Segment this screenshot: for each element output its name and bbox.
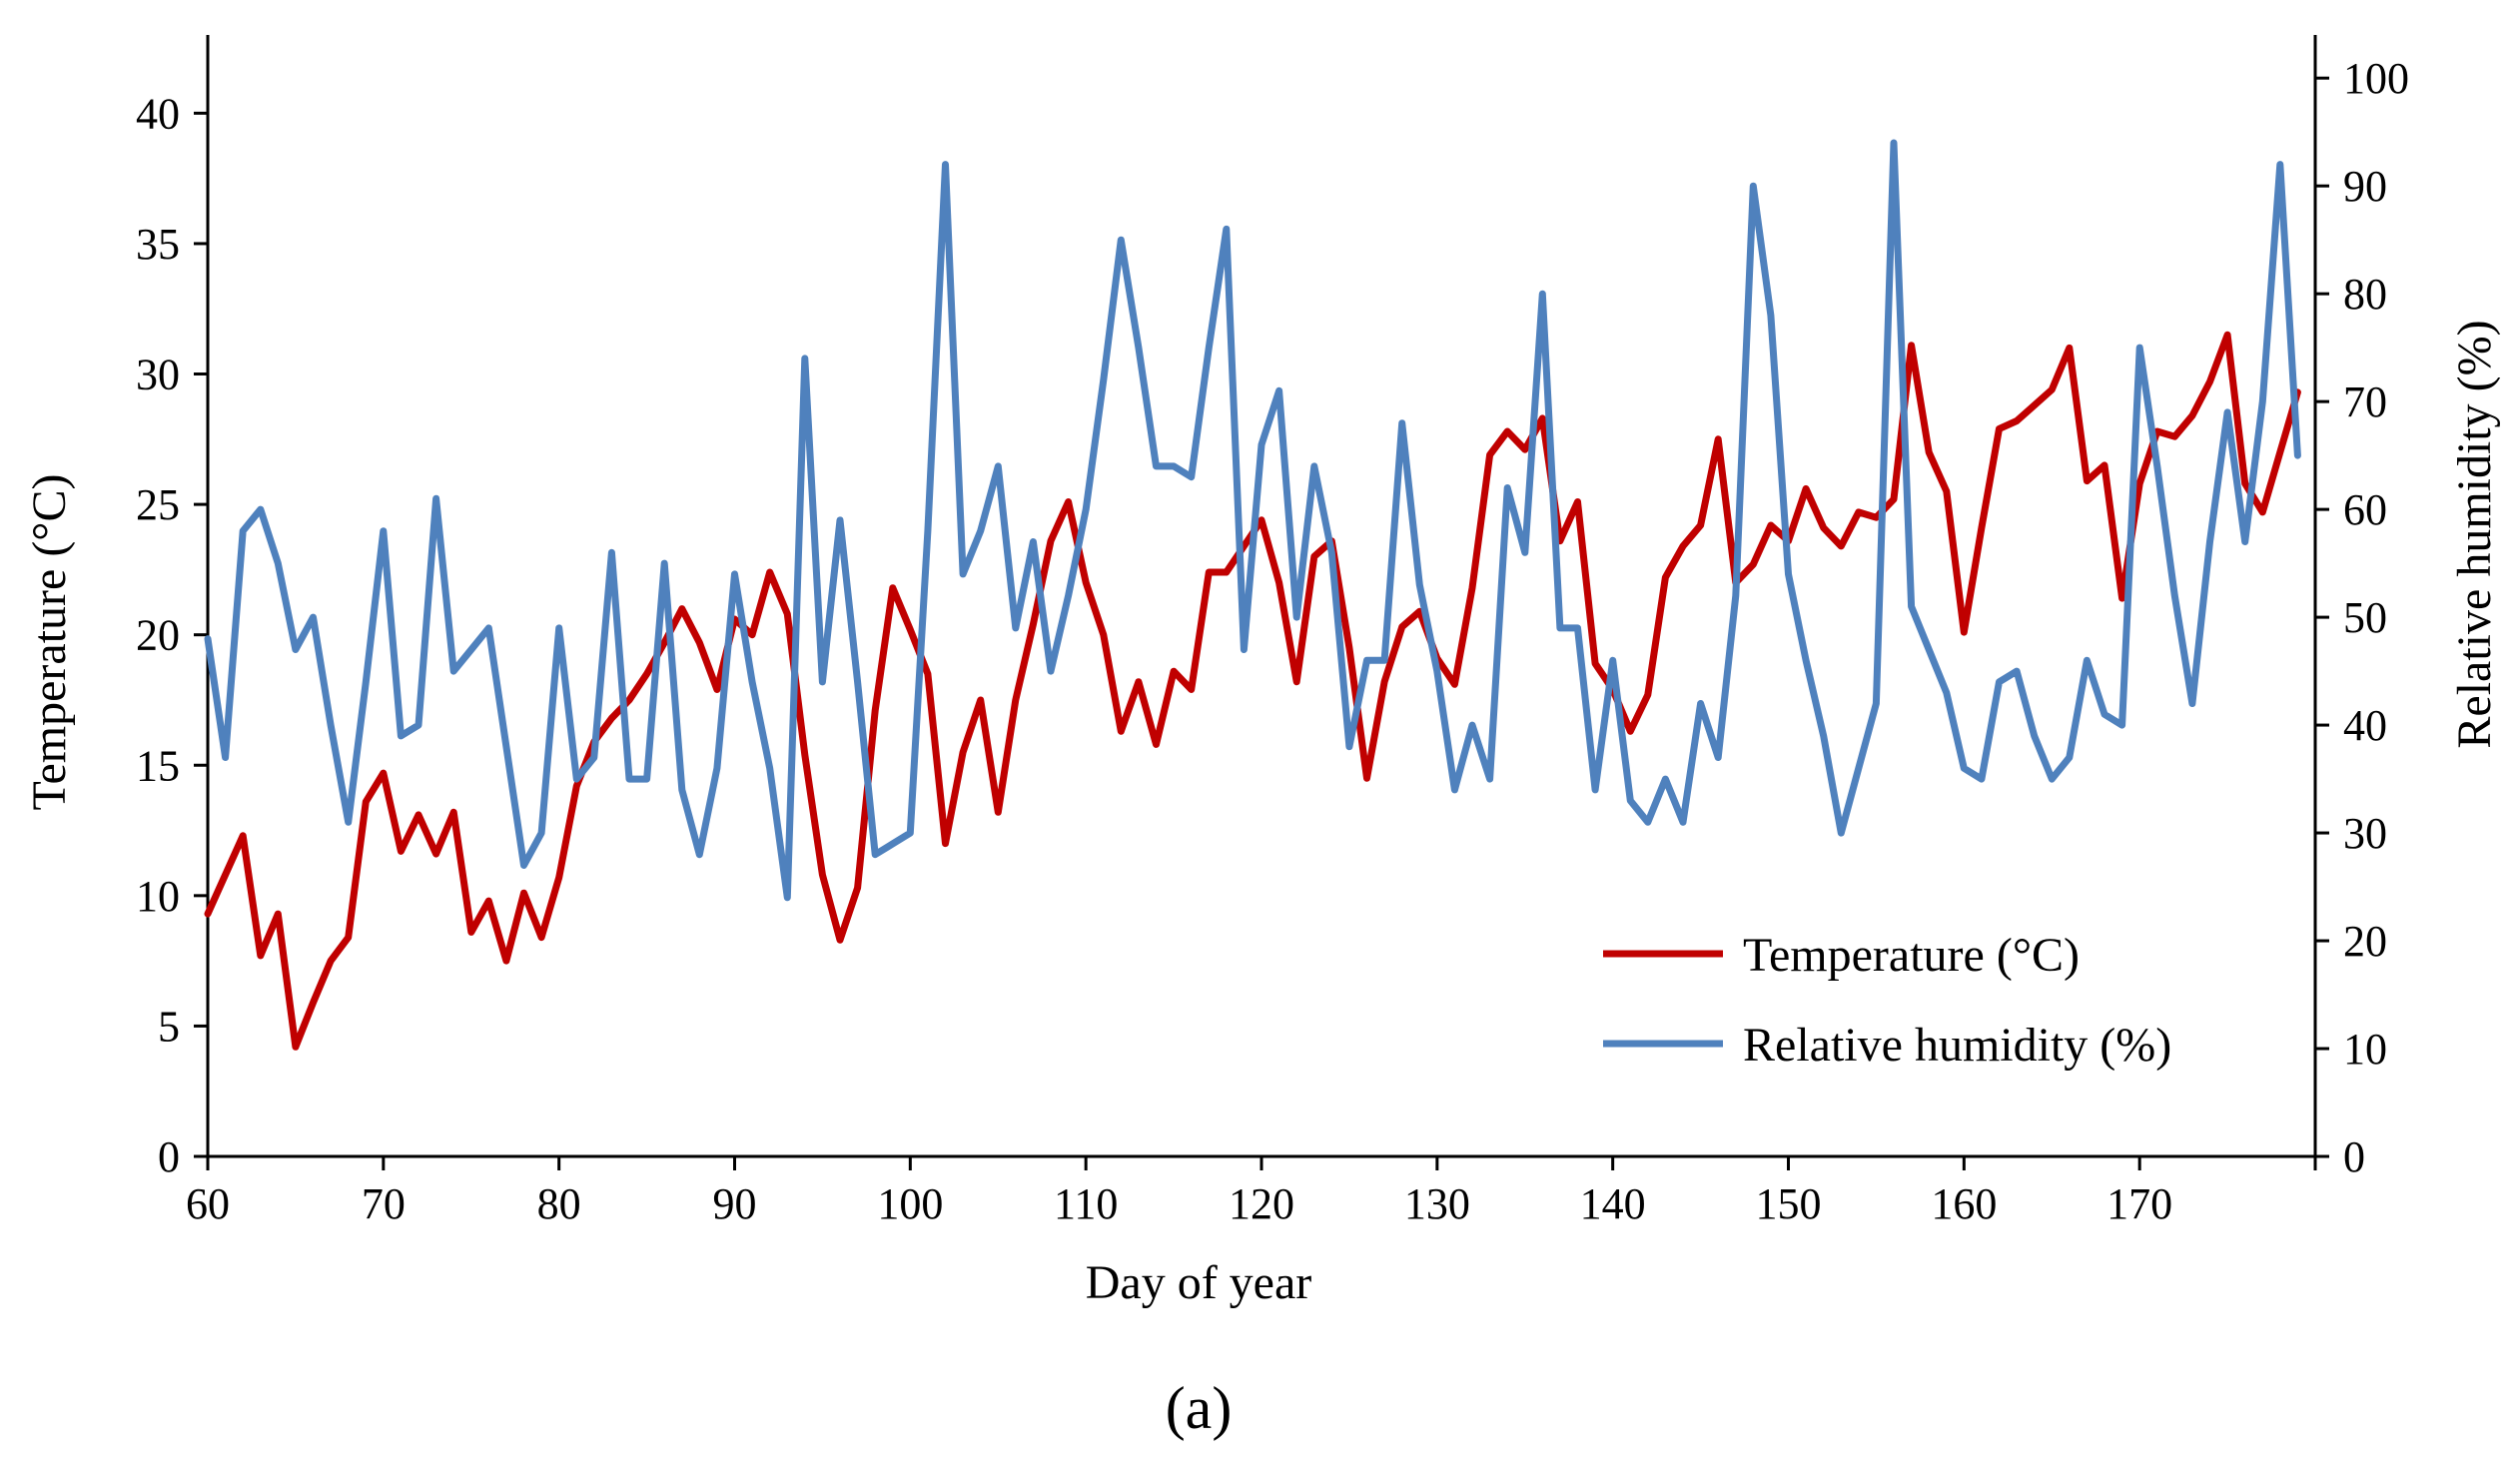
x-tick-label: 60	[186, 1179, 230, 1228]
legend-label-temperature: Temperature (°C)	[1743, 929, 2080, 982]
y-left-tick-label: 10	[136, 872, 180, 921]
y-right-tick-label: 80	[2343, 270, 2387, 319]
x-tick-label: 70	[362, 1179, 406, 1228]
x-tick-label: 80	[537, 1179, 581, 1228]
x-tick-label: 160	[1931, 1179, 1997, 1228]
x-tick-label: 100	[877, 1179, 943, 1228]
x-axis: 60 70 80 90 100 110 120 130 140 150 160 170	[186, 1156, 2317, 1228]
legend: Temperature (°C) Relative humidity (%)	[1603, 929, 2171, 1072]
x-tick-label: 90	[713, 1179, 757, 1228]
y-right-tick-label: 10	[2343, 1025, 2387, 1074]
y-left-tick-label: 20	[136, 611, 180, 660]
x-tick-label: 110	[1054, 1179, 1118, 1228]
y-left-tick-label: 0	[158, 1132, 180, 1181]
x-tick-label: 140	[1580, 1179, 1646, 1228]
y-right-tick-label: 50	[2343, 593, 2387, 642]
y-right-tick-label: 90	[2343, 162, 2387, 211]
x-tick-label: 150	[1756, 1179, 1822, 1228]
series-line-humidity	[204, 139, 2301, 902]
y-left-tick-label: 15	[136, 741, 180, 790]
y-left-tick-label: 30	[136, 351, 180, 399]
x-tick-label: 120	[1229, 1179, 1294, 1228]
y-axis-right-title: Relative humidity (%)	[2448, 320, 2501, 748]
y-left-tick-label: 25	[136, 480, 180, 529]
y-left-tick-label: 40	[136, 89, 180, 138]
legend-label-humidity: Relative humidity (%)	[1743, 1019, 2171, 1072]
y-axis-left: 0 5 10 15 20 25 30 35 40	[136, 89, 208, 1181]
y-axis-right: 0 10 20 30 40 50 60 70 80 90 100	[2315, 54, 2409, 1181]
y-right-tick-label: 30	[2343, 809, 2387, 858]
x-axis-title: Day of year	[1086, 1256, 1312, 1309]
series-layer	[204, 139, 2301, 1051]
y-right-tick-label: 70	[2343, 377, 2387, 426]
y-right-tick-label: 60	[2343, 485, 2387, 534]
plot-frame	[206, 35, 2317, 1158]
x-tick-label: 170	[2106, 1179, 2172, 1228]
y-right-tick-label: 40	[2343, 701, 2387, 750]
y-right-tick-label: 100	[2343, 54, 2409, 103]
x-tick-label: 130	[1404, 1179, 1470, 1228]
y-left-tick-label: 5	[158, 1002, 180, 1051]
y-axis-left-title: Temperature (°C)	[23, 473, 76, 810]
y-right-tick-label: 20	[2343, 917, 2387, 966]
y-right-tick-label: 0	[2343, 1132, 2365, 1181]
figure-caption: (a)	[1166, 1375, 1233, 1441]
y-left-tick-label: 35	[136, 220, 180, 269]
